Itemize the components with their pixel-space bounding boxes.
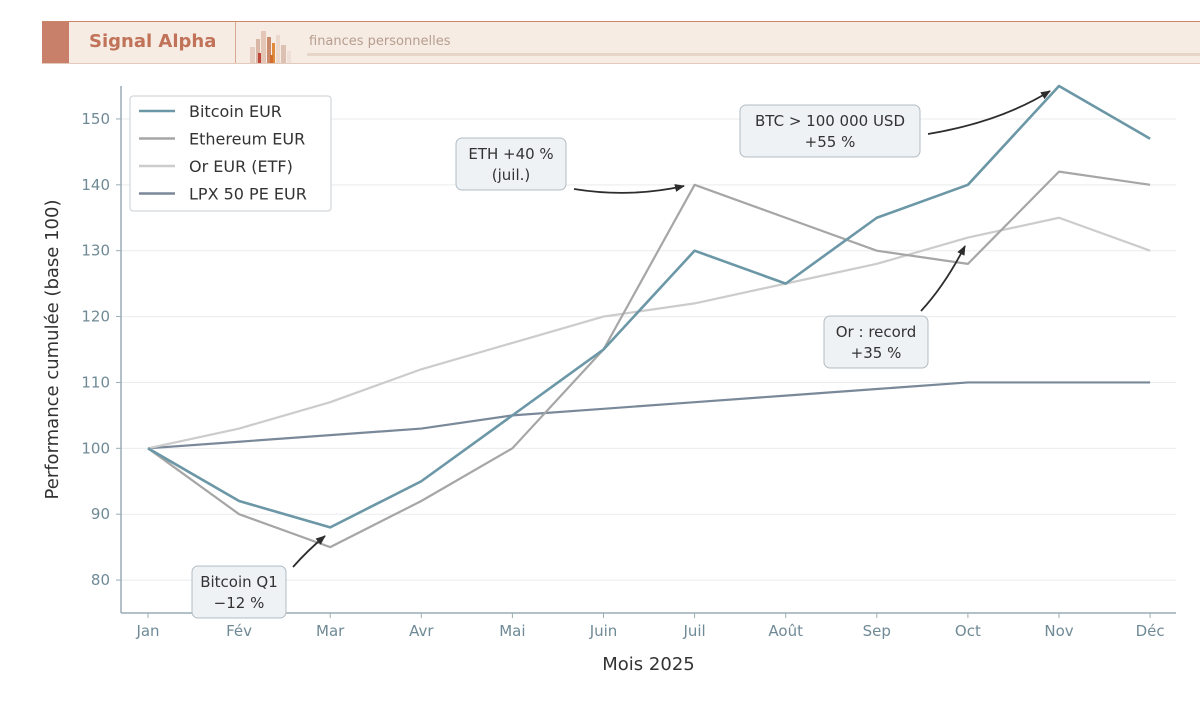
annotation-arrow [920,245,966,312]
x-tick-label: Juin [589,622,618,640]
tagline: finances personnelles [309,34,451,49]
annotations: ETH +40 % (juil.) BTC > 100 000 USD +55 % Or… [191,90,1051,619]
y-axis-title: Performance cumulée (base 100) [42,200,63,500]
x-tick-label: Jan [135,622,159,640]
legend-box [129,95,332,212]
annotation-box [823,315,929,369]
annotation-arrow [927,90,1051,135]
annotation-text: +55 % [805,133,856,151]
series-line-1 [147,170,1151,549]
axes: 80 90 100 110 120 130 140 150 Jan Fév Mar Avr Mai Jui… [81,86,1176,640]
annotation-text: Bitcoin Q1 [200,573,278,591]
annotation-arrow [573,184,685,194]
x-tick-label: Avr [409,622,434,640]
brand-swatch [42,22,69,63]
header-banner: Signal Alpha finances personnelles [42,21,1200,64]
x-tick-label: Fév [226,622,252,640]
annotation-text: ETH +40 % [468,145,553,163]
annotation-text: BTC > 100 000 USD [755,112,905,130]
y-tick-label: 110 [81,373,110,391]
legend-label: Ethereum EUR [189,130,305,149]
tagline-rule [307,53,1200,56]
x-tick-label: Nov [1044,622,1073,640]
legend-label: Or EUR (ETF) [189,157,293,176]
y-tick-label: 80 [91,571,110,589]
y-tick-label: 130 [81,242,110,260]
annotation-arrow [292,535,326,568]
x-tick-label: Mar [316,622,345,640]
x-tick-label: Oct [955,622,981,640]
legend-label: LPX 50 PE EUR [189,185,307,204]
series-line-0 [147,84,1151,529]
annotation-box [455,137,567,191]
annotation-text: −12 % [214,594,265,612]
x-tick-label: Juil [682,622,705,640]
y-tick-label: 90 [91,505,110,523]
x-tick-label: Sep [863,622,891,640]
x-tick-label: Déc [1136,622,1165,640]
x-tick-label: Mai [499,622,525,640]
annotation-box [191,565,287,619]
annotation-box [739,104,921,158]
y-tick-label: 100 [81,439,110,457]
x-axis-title: Mois 2025 [602,654,694,675]
series-line-2 [147,216,1151,450]
legend: Bitcoin EUR Ethereum EUR Or EUR (ETF) LPX 5… [129,95,332,212]
annotation-text: (juil.) [492,166,530,184]
y-tick-label: 120 [81,308,110,326]
y-tick-label: 140 [81,176,110,194]
legend-label: Bitcoin EUR [189,102,282,121]
y-tick-label: 150 [81,110,110,128]
brand-name: Signal Alpha [89,31,217,52]
series-lines [147,84,1151,549]
bar-chart-logo-icon [250,31,291,63]
x-tick-label: Août [768,622,803,640]
annotation-text: Or : record [836,323,916,341]
annotation-text: +35 % [851,344,902,362]
banner-divider [235,22,236,63]
series-line-3 [147,381,1151,450]
